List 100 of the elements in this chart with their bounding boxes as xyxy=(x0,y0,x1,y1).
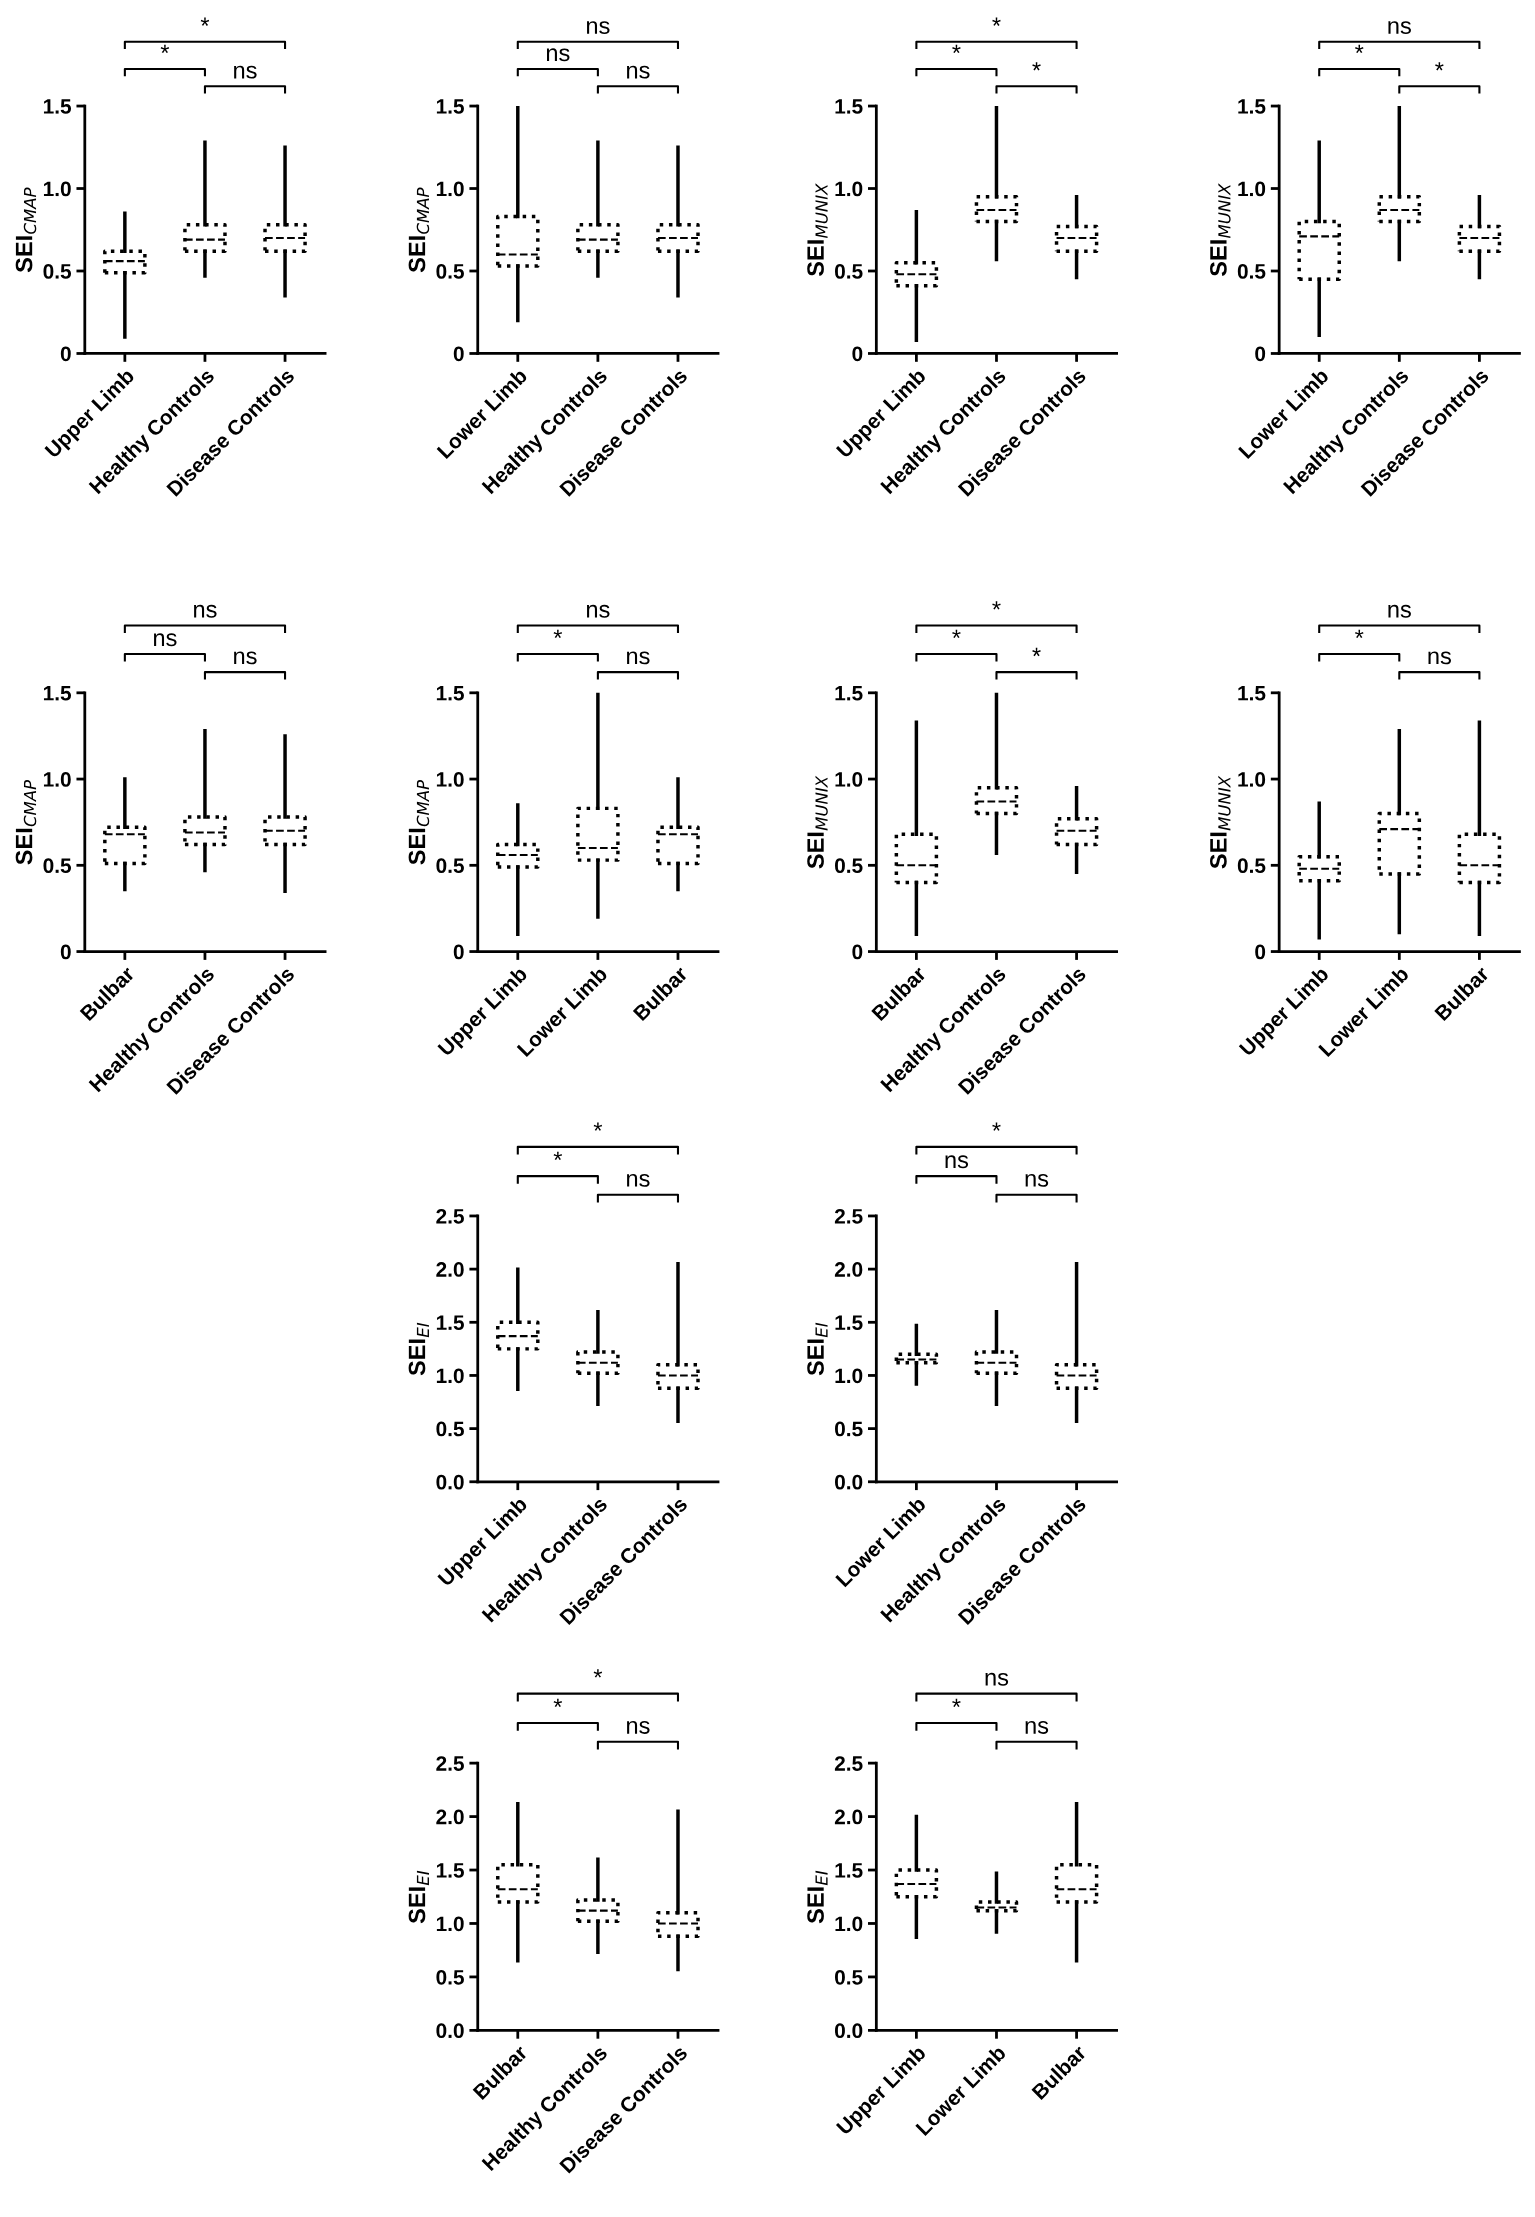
y-tick-label: 0.0 xyxy=(835,2023,863,2039)
y-axis-title: SEI$_{CMAP}$ xyxy=(408,779,430,865)
y-tick-label: 1.5 xyxy=(43,99,72,114)
y-tick-label: 0.5 xyxy=(43,264,72,279)
y-axis-title: SEI$_{CMAP}$ xyxy=(15,187,37,273)
y-tick-label: 2.0 xyxy=(834,1809,863,1825)
text: ns xyxy=(627,1720,650,1734)
y-tick-label: 0 xyxy=(453,944,464,960)
text: ns xyxy=(1025,1173,1049,1187)
y-tick-label: 0 xyxy=(60,944,71,960)
y-axis-title: SEI$_{EI}$ xyxy=(408,1870,429,1924)
text: * xyxy=(952,1698,961,1707)
y-tick-label: 1.0 xyxy=(436,772,464,787)
text: ns xyxy=(627,65,650,79)
text: ns xyxy=(627,1173,650,1187)
text: * xyxy=(200,17,210,26)
y-axis-title: SEI$_{EI}$ xyxy=(408,1322,429,1376)
text: * xyxy=(952,629,961,639)
y-tick-label: 1.0 xyxy=(43,772,71,787)
y-tick-label: 2.0 xyxy=(834,1262,863,1277)
y-tick-label: 1.5 xyxy=(43,686,72,701)
y-tick-label: 0.5 xyxy=(1237,858,1266,874)
text: * xyxy=(992,1122,1001,1131)
y-tick-label: 0.5 xyxy=(835,1421,863,1437)
y-tick-label: 2.0 xyxy=(436,1809,464,1825)
text: * xyxy=(553,1151,563,1161)
text: ns xyxy=(1428,651,1451,665)
y-axis-title: SEI$_{EI}$ xyxy=(807,1870,828,1924)
text: * xyxy=(1032,62,1041,71)
text: * xyxy=(593,1122,603,1131)
y-tick-label: 1.5 xyxy=(1238,99,1266,114)
y-tick-label: 1.5 xyxy=(1238,686,1266,701)
y-tick-label: 1.5 xyxy=(436,1863,464,1878)
y-tick-label: 0.5 xyxy=(835,858,863,874)
y-tick-label: 0 xyxy=(1255,944,1266,960)
text: * xyxy=(992,601,1001,610)
y-tick-label: 2.5 xyxy=(436,1756,464,1771)
text: * xyxy=(593,1669,603,1678)
text: ns xyxy=(586,604,610,618)
text: ns xyxy=(154,633,177,647)
y-tick-label: 1.0 xyxy=(1238,772,1266,787)
text: ns xyxy=(546,48,570,62)
y-axis-title: SEI$_{CMAP}$ xyxy=(15,779,37,865)
text: ns xyxy=(627,651,650,665)
y-tick-label: 2.5 xyxy=(834,1208,863,1224)
y-tick-label: 1.5 xyxy=(436,99,464,114)
text: ns xyxy=(194,604,217,618)
y-tick-label: 0.0 xyxy=(436,1474,464,1490)
y-tick-label: 0.0 xyxy=(436,2023,464,2039)
y-axis-title: SEI$_{CMAP}$ xyxy=(408,187,430,273)
y-tick-label: 0 xyxy=(453,346,464,362)
y-tick-label: 0 xyxy=(1255,346,1266,362)
y-axis-title: SEI$_{MUNIX}$ xyxy=(1210,775,1231,869)
y-tick-label: 1.0 xyxy=(835,1368,863,1384)
text: * xyxy=(1355,44,1364,54)
text: * xyxy=(1355,629,1364,639)
y-tick-label: 1.0 xyxy=(835,1916,863,1932)
y-tick-label: 0.5 xyxy=(436,1969,464,1985)
y-axis-title: SEI$_{MUNIX}$ xyxy=(807,183,828,277)
text: * xyxy=(1435,62,1444,71)
y-tick-label: 0.5 xyxy=(835,1969,863,1985)
y-tick-label: 1.0 xyxy=(835,772,863,787)
text: * xyxy=(1032,647,1041,657)
text: * xyxy=(992,17,1001,26)
y-tick-label: 0.5 xyxy=(43,858,72,874)
y-tick-label: 1.0 xyxy=(835,181,863,197)
y-tick-label: 0.5 xyxy=(1237,264,1266,279)
y-tick-label: 1.0 xyxy=(43,181,71,197)
y-axis-title: SEI$_{MUNIX}$ xyxy=(807,775,828,869)
y-tick-label: 2.5 xyxy=(436,1208,464,1224)
y-tick-label: 0 xyxy=(852,346,863,362)
y-tick-label: 2.5 xyxy=(834,1756,863,1771)
text: ns xyxy=(1388,604,1411,618)
y-tick-label: 1.0 xyxy=(1238,181,1266,197)
text: * xyxy=(553,1698,563,1707)
text: * xyxy=(160,44,170,54)
y-tick-label: 1.5 xyxy=(835,1863,863,1878)
y-axis-title: SEI$_{MUNIX}$ xyxy=(1210,183,1231,277)
y-tick-label: 1.5 xyxy=(436,1315,464,1331)
y-tick-label: 1.5 xyxy=(835,99,863,114)
text: ns xyxy=(234,65,257,79)
y-tick-label: 0.5 xyxy=(835,264,863,279)
y-tick-label: 1.5 xyxy=(436,686,464,701)
text: * xyxy=(952,44,961,54)
y-tick-label: 1.0 xyxy=(436,1368,464,1384)
y-tick-label: 1.0 xyxy=(436,1916,464,1932)
y-tick-label: 0.5 xyxy=(436,264,464,279)
y-tick-label: 1.5 xyxy=(835,1315,863,1331)
text: ns xyxy=(945,1155,969,1169)
y-tick-label: 0.5 xyxy=(436,858,464,874)
text: ns xyxy=(985,1672,1009,1686)
y-tick-label: 1.5 xyxy=(835,686,863,701)
y-tick-label: 1.0 xyxy=(436,181,464,197)
y-axis-title: SEI$_{EI}$ xyxy=(807,1322,828,1376)
y-tick-label: 0.5 xyxy=(436,1421,464,1437)
y-tick-label: 0.0 xyxy=(835,1474,863,1490)
y-tick-label: 0 xyxy=(60,346,71,362)
text: ns xyxy=(234,651,257,665)
text: ns xyxy=(1388,21,1411,35)
text: ns xyxy=(586,21,610,35)
